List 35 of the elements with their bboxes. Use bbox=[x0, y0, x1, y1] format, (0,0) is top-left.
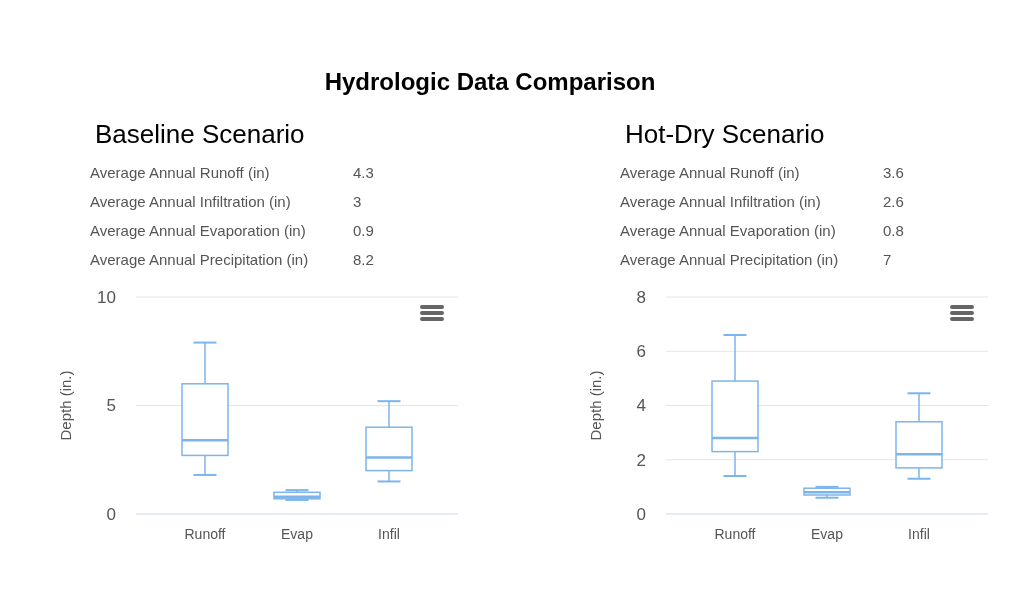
chart-title: Hot-Dry Scenario bbox=[625, 119, 825, 149]
text: Average Annual Infiltration (in) bbox=[90, 193, 291, 210]
y-tick-label: 5 bbox=[106, 396, 116, 416]
text: 0.8 bbox=[883, 222, 904, 239]
text: Average Annual Evaporation (in) bbox=[620, 222, 836, 239]
y-tick-label: 4 bbox=[636, 396, 646, 416]
x-tick-label: Runoff bbox=[184, 526, 226, 542]
x-tick-label: Runoff bbox=[714, 526, 756, 542]
text: Average Annual Runoff (in) bbox=[90, 164, 270, 181]
x-tick-label: Evap bbox=[811, 526, 844, 542]
y-tick-label: 10 bbox=[97, 287, 116, 307]
text: Hydrologic Data Comparison bbox=[324, 68, 656, 95]
y-tick-label: 2 bbox=[636, 450, 646, 470]
text: 2.6 bbox=[883, 193, 904, 210]
y-tick-label: 6 bbox=[636, 342, 646, 362]
text: Average Annual Evaporation (in) bbox=[90, 222, 306, 239]
x-tick-label: Evap bbox=[281, 526, 314, 542]
y-tick-label: 8 bbox=[636, 287, 646, 307]
x-tick-label: Infil bbox=[908, 526, 930, 542]
x-tick-label: Infil bbox=[378, 526, 400, 542]
text: 8.2 bbox=[353, 251, 374, 268]
y-tick-label: 0 bbox=[106, 504, 116, 524]
y-axis-title: Depth (in.) bbox=[57, 370, 74, 441]
text: Average Annual Precipitation (in) bbox=[90, 251, 309, 268]
text: 3 bbox=[353, 193, 362, 210]
text: 0.9 bbox=[353, 222, 374, 239]
text: Average Annual Precipitation (in) bbox=[620, 251, 839, 268]
y-tick-label: 0 bbox=[636, 504, 646, 524]
text: Average Annual Infiltration (in) bbox=[620, 193, 821, 210]
chart-title: Baseline Scenario bbox=[95, 119, 305, 149]
text: 7 bbox=[883, 251, 892, 268]
y-axis-title: Depth (in.) bbox=[587, 370, 604, 441]
text: 3.6 bbox=[883, 164, 904, 181]
text: 4.3 bbox=[353, 164, 374, 181]
text: Average Annual Runoff (in) bbox=[620, 164, 800, 181]
